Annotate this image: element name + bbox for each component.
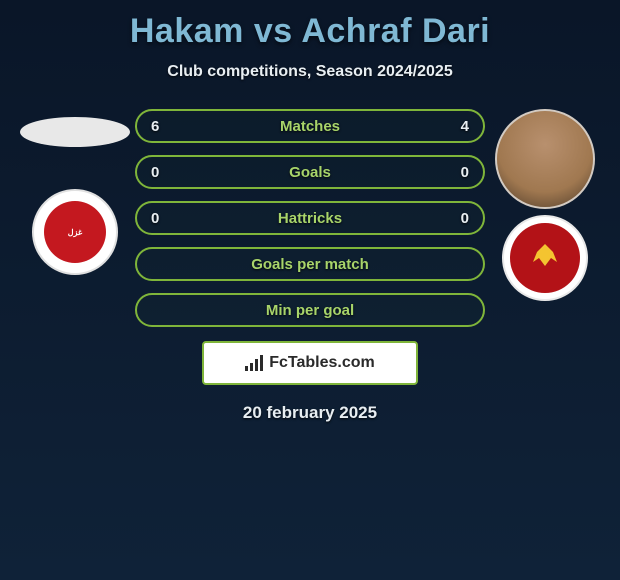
player-left-avatar <box>20 117 130 147</box>
stat-label: Goals <box>289 164 331 181</box>
stat-left-value: 0 <box>151 210 175 227</box>
player-right-avatar <box>495 109 595 209</box>
stat-pill-hattricks: 0 Hattricks 0 <box>135 201 485 235</box>
brand-box: FcTables.com <box>202 341 418 385</box>
stat-pill-min-per-goal: Min per goal <box>135 293 485 327</box>
club-left-label: غزل <box>68 228 82 237</box>
date-text: 20 february 2025 <box>0 403 620 423</box>
stat-left-value: 0 <box>151 164 175 181</box>
stat-label: Matches <box>280 118 340 135</box>
stat-right-value: 0 <box>445 210 469 227</box>
stat-pill-goals-per-match: Goals per match <box>135 247 485 281</box>
stats-column: 6 Matches 4 0 Goals 0 0 Hattricks 0 Goals per mat… <box>135 109 485 327</box>
brand-bars-icon <box>245 355 263 371</box>
brand-text: FcTables.com <box>269 354 375 372</box>
subtitle: Club competitions, Season 2024/2025 <box>0 63 620 81</box>
club-left-badge-inner: غزل <box>44 201 106 263</box>
stat-pill-matches: 6 Matches 4 <box>135 109 485 143</box>
stat-label: Min per goal <box>266 302 354 319</box>
page-title: Hakam vs Achraf Dari <box>0 12 620 51</box>
left-player-col: غزل <box>15 109 135 275</box>
comparison-row: غزل 6 Matches 4 0 Goals 0 0 Hattricks 0 Goals per… <box>0 109 620 327</box>
stat-left-value: 6 <box>151 118 175 135</box>
stat-right-value: 4 <box>445 118 469 135</box>
club-left-badge: غزل <box>32 189 118 275</box>
player-right-face <box>497 111 593 207</box>
stat-pill-goals: 0 Goals 0 <box>135 155 485 189</box>
eagle-icon <box>525 238 565 278</box>
stat-right-value: 0 <box>445 164 469 181</box>
club-right-badge-inner <box>510 223 580 293</box>
stat-label: Goals per match <box>251 256 369 273</box>
card-root: Hakam vs Achraf Dari Club competitions, … <box>0 0 620 423</box>
right-player-col <box>485 109 605 301</box>
stat-label: Hattricks <box>278 210 342 227</box>
club-right-badge <box>502 215 588 301</box>
